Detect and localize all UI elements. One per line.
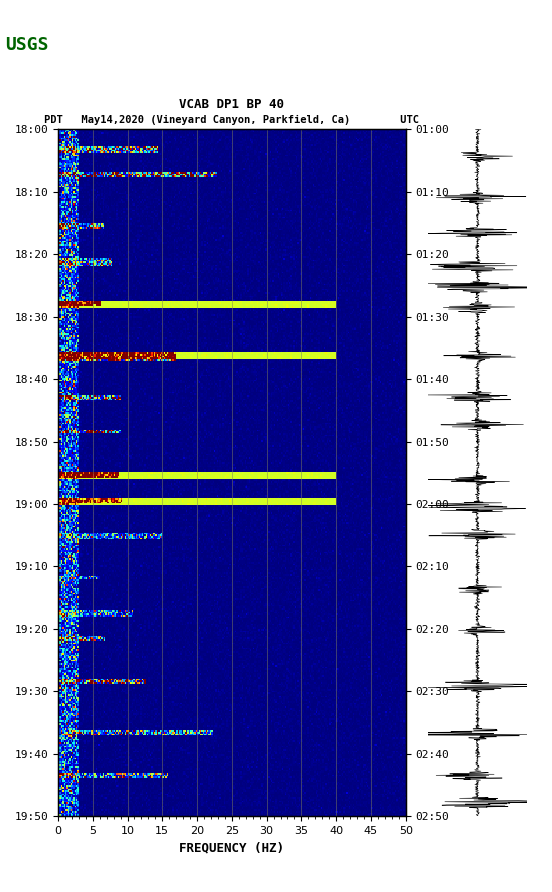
Text: VCAB DP1 BP 40: VCAB DP1 BP 40 [179,98,284,112]
X-axis label: FREQUENCY (HZ): FREQUENCY (HZ) [179,841,284,855]
Text: PDT   May14,2020 (Vineyard Canyon, Parkfield, Ca)        UTC: PDT May14,2020 (Vineyard Canyon, Parkfie… [44,115,420,125]
Text: USGS: USGS [6,36,49,54]
